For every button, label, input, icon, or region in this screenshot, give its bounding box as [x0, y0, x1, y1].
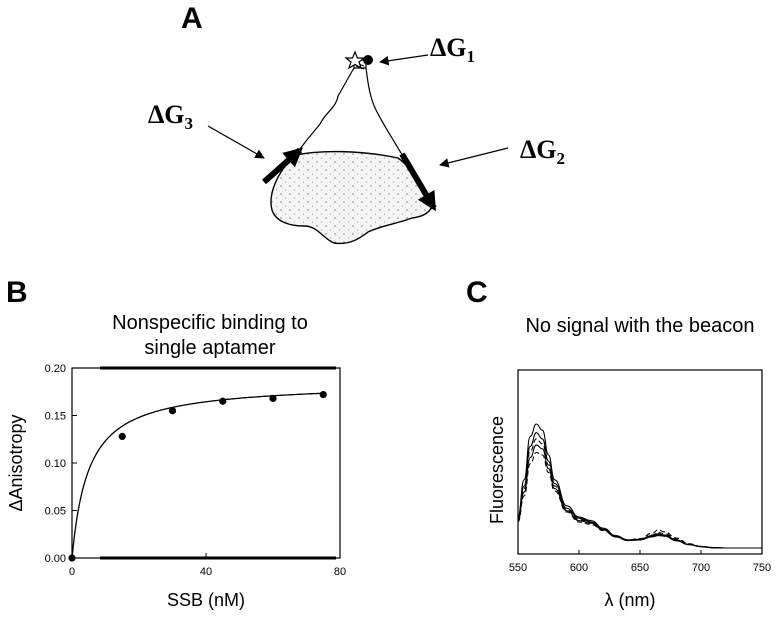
- plot-frame: [518, 370, 762, 554]
- x-tick-label: 550: [509, 562, 527, 574]
- x-tick-label: 750: [753, 562, 771, 574]
- x-axis-title: λ (nm): [605, 590, 656, 610]
- x-tick-label: 700: [692, 562, 710, 574]
- y-axis-title: Fluorescence: [487, 416, 507, 524]
- spectrum-series-line: [518, 445, 762, 548]
- spectrum-series-line: [518, 453, 762, 549]
- x-tick-label: 650: [631, 562, 649, 574]
- spectrum-series-line: [518, 433, 762, 548]
- spectrum-series-line: [518, 439, 762, 548]
- x-tick-label: 600: [570, 562, 588, 574]
